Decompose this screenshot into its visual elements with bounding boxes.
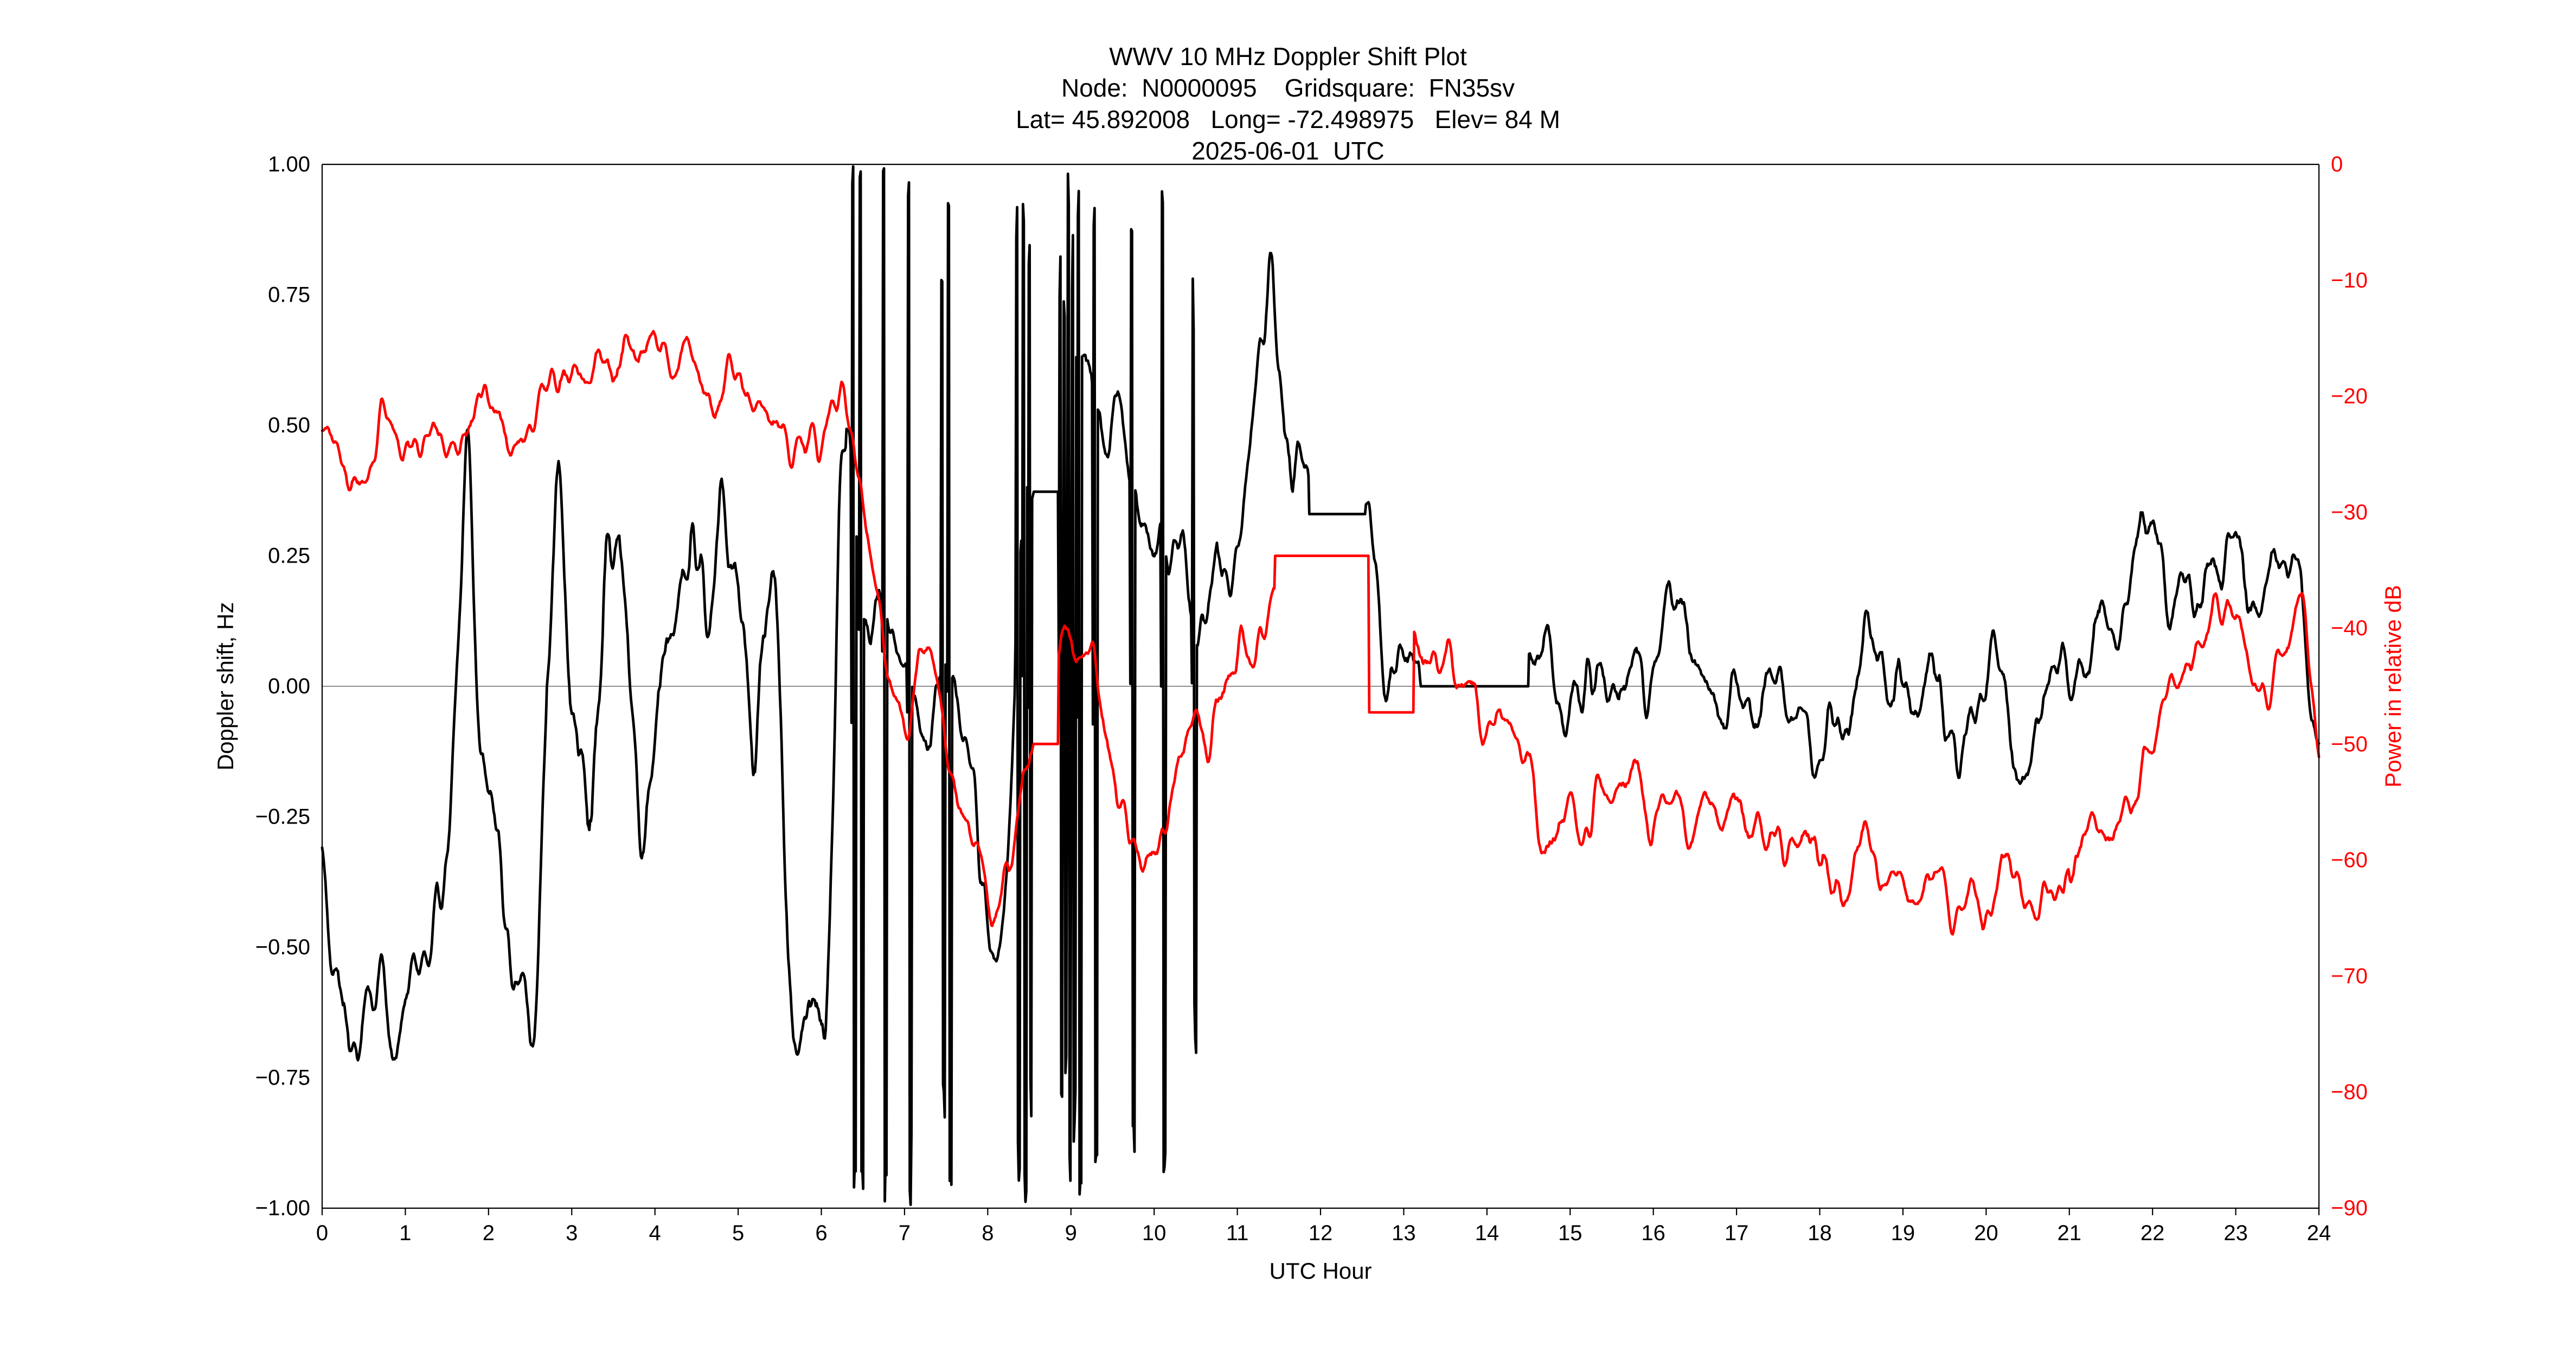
- svg-text:0: 0: [316, 1221, 328, 1245]
- svg-text:−20: −20: [2331, 385, 2368, 409]
- svg-text:−30: −30: [2331, 500, 2368, 524]
- svg-text:11: 11: [1226, 1221, 1249, 1245]
- svg-text:−10: −10: [2331, 269, 2368, 292]
- svg-text:0.75: 0.75: [268, 283, 310, 307]
- svg-text:−70: −70: [2331, 964, 2368, 988]
- svg-text:24: 24: [2307, 1221, 2331, 1245]
- svg-text:2: 2: [483, 1221, 495, 1245]
- svg-text:19: 19: [1891, 1221, 1915, 1245]
- svg-text:16: 16: [1641, 1221, 1665, 1245]
- svg-text:0.25: 0.25: [268, 544, 310, 568]
- svg-text:8: 8: [982, 1221, 994, 1245]
- svg-text:20: 20: [1974, 1221, 1998, 1245]
- svg-text:22: 22: [2141, 1221, 2165, 1245]
- svg-text:4: 4: [649, 1221, 661, 1245]
- svg-text:6: 6: [815, 1221, 827, 1245]
- svg-text:21: 21: [2058, 1221, 2082, 1245]
- svg-text:18: 18: [1808, 1221, 1832, 1245]
- svg-text:0.50: 0.50: [268, 413, 310, 437]
- svg-text:−0.75: −0.75: [255, 1066, 310, 1090]
- svg-text:Power in relative dB: Power in relative dB: [2380, 585, 2406, 788]
- svg-text:5: 5: [732, 1221, 744, 1245]
- svg-text:−50: −50: [2331, 732, 2368, 756]
- svg-text:Doppler shift, Hz: Doppler shift, Hz: [213, 602, 238, 770]
- svg-text:15: 15: [1558, 1221, 1582, 1245]
- svg-text:−0.25: −0.25: [255, 805, 310, 829]
- svg-text:17: 17: [1725, 1221, 1749, 1245]
- svg-text:12: 12: [1309, 1221, 1333, 1245]
- svg-text:UTC Hour: UTC Hour: [1269, 1258, 1372, 1284]
- svg-text:13: 13: [1392, 1221, 1416, 1245]
- svg-text:3: 3: [566, 1221, 578, 1245]
- svg-text:−40: −40: [2331, 616, 2368, 640]
- svg-text:−0.50: −0.50: [255, 935, 310, 959]
- svg-text:−1.00: −1.00: [255, 1196, 310, 1220]
- svg-text:1: 1: [399, 1221, 411, 1245]
- svg-text:14: 14: [1475, 1221, 1500, 1245]
- svg-text:23: 23: [2223, 1221, 2248, 1245]
- svg-text:−90: −90: [2331, 1196, 2368, 1220]
- svg-text:−60: −60: [2331, 848, 2368, 872]
- svg-text:10: 10: [1142, 1221, 1167, 1245]
- svg-text:9: 9: [1065, 1221, 1077, 1245]
- svg-text:7: 7: [899, 1221, 911, 1245]
- svg-text:0.00: 0.00: [268, 674, 310, 698]
- svg-text:−80: −80: [2331, 1080, 2368, 1104]
